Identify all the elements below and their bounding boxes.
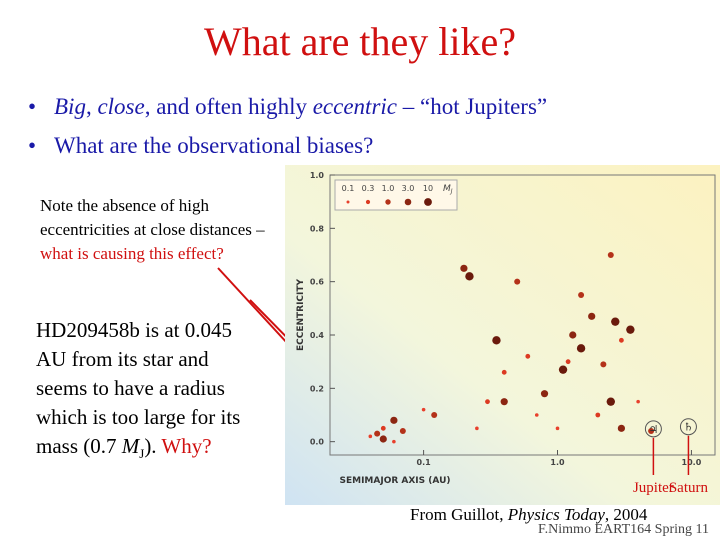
point bbox=[460, 264, 468, 272]
planet-symbol: ♃ bbox=[648, 423, 658, 436]
point bbox=[475, 426, 479, 431]
point bbox=[595, 412, 601, 418]
point bbox=[619, 337, 624, 343]
point bbox=[569, 331, 577, 339]
slide-title: What are they like? bbox=[203, 19, 517, 64]
legend-label: 3.0 bbox=[402, 184, 415, 193]
point bbox=[485, 399, 490, 405]
point bbox=[576, 344, 586, 353]
point bbox=[578, 292, 585, 298]
source: From Guillot, Physics Today, 2004 bbox=[410, 505, 647, 525]
legend-label: 10 bbox=[423, 184, 433, 193]
x-tick-label: 10.0 bbox=[682, 458, 702, 467]
x-tick-label: 0.1 bbox=[417, 458, 432, 467]
legend-marker bbox=[385, 199, 391, 205]
point bbox=[525, 353, 531, 359]
point bbox=[492, 336, 501, 345]
point bbox=[626, 325, 635, 334]
planet-circle bbox=[679, 418, 697, 436]
point bbox=[390, 416, 398, 424]
point bbox=[600, 361, 607, 368]
y-tick-label: 0.6 bbox=[310, 278, 325, 287]
bullet-dot: • bbox=[28, 133, 37, 158]
text: Big bbox=[54, 94, 86, 119]
x-tick-label: 1.0 bbox=[550, 458, 565, 467]
legend-label: 0.3 bbox=[362, 184, 375, 193]
text: , and often highly bbox=[144, 94, 313, 119]
point bbox=[606, 397, 615, 406]
text: , 2004 bbox=[604, 505, 648, 524]
y-axis-label: ECCENTRICITY bbox=[296, 278, 306, 351]
legend-box bbox=[334, 179, 458, 211]
point bbox=[558, 365, 568, 374]
bullet-dot: • bbox=[28, 94, 37, 119]
point bbox=[611, 317, 620, 326]
chart-background bbox=[285, 165, 720, 505]
point bbox=[607, 252, 614, 258]
legend-label: 0.1 bbox=[342, 184, 355, 193]
legend-marker bbox=[404, 198, 412, 206]
point bbox=[588, 312, 596, 320]
y-tick-label: 1.0 bbox=[310, 171, 325, 180]
legend-unit: MJ bbox=[443, 184, 453, 195]
plot-frame bbox=[329, 174, 716, 456]
planet-label: Jupiter bbox=[633, 480, 674, 496]
footer: F.Nimmo EART164 Spring 11 bbox=[538, 522, 709, 537]
point bbox=[421, 407, 426, 412]
point bbox=[636, 399, 640, 404]
planet-symbol: ♄ bbox=[683, 421, 693, 434]
chart: SEMIMAJOR AXIS (AU) ECCENTRICITY 0.0 0.2 0… bbox=[285, 165, 720, 505]
point bbox=[501, 369, 507, 375]
text: ). bbox=[144, 434, 157, 458]
point bbox=[465, 272, 474, 281]
point bbox=[555, 426, 560, 431]
point bbox=[392, 439, 396, 444]
text: From Guillot, bbox=[410, 505, 508, 524]
legend-marker bbox=[346, 200, 350, 204]
point bbox=[379, 435, 387, 443]
text: Why? bbox=[156, 434, 212, 458]
bullet: • Big, close, and often highly eccentric … bbox=[28, 94, 547, 120]
hd-note: HD209458b is at 0.045 AU from its star a… bbox=[36, 316, 246, 468]
text: Physics Today bbox=[507, 505, 605, 524]
legend-marker bbox=[365, 199, 371, 205]
point bbox=[534, 413, 539, 417]
y-tick-label: 0.2 bbox=[310, 384, 324, 393]
point bbox=[565, 359, 571, 365]
point bbox=[374, 430, 381, 437]
legend-unit-m: M bbox=[443, 184, 451, 194]
point bbox=[500, 398, 508, 406]
legend-marker bbox=[424, 198, 432, 206]
text: M bbox=[121, 434, 140, 458]
legend-unit-sub: J bbox=[450, 188, 453, 195]
text: What are the observational biases? bbox=[54, 133, 374, 158]
point bbox=[368, 434, 373, 439]
planet-label: Saturn bbox=[669, 480, 709, 496]
legend-label: 1.0 bbox=[382, 184, 395, 193]
text: J bbox=[139, 446, 145, 462]
point bbox=[380, 425, 386, 431]
bullet: • What are the observational biases? bbox=[28, 133, 373, 159]
point bbox=[540, 390, 549, 398]
point bbox=[399, 428, 406, 434]
y-tick-label: 0.4 bbox=[310, 331, 325, 340]
text: – “hot Jupiters” bbox=[397, 94, 548, 119]
text: what is causing this effect? bbox=[40, 244, 224, 263]
text: , bbox=[85, 94, 98, 119]
planet-circle bbox=[644, 420, 662, 438]
note: Note the absence of high eccentricities … bbox=[40, 194, 272, 266]
text: close bbox=[97, 94, 145, 119]
point bbox=[431, 412, 438, 418]
text: Note the absence of high eccentricities … bbox=[40, 196, 265, 239]
x-axis-label: SEMIMAJOR AXIS (AU) bbox=[339, 476, 450, 486]
y-tick-label: 0.8 bbox=[310, 224, 325, 233]
point bbox=[648, 428, 655, 434]
text: eccentric bbox=[312, 94, 397, 119]
y-tick-label: 0.0 bbox=[310, 438, 325, 447]
point bbox=[617, 424, 626, 432]
point bbox=[514, 278, 521, 285]
text: HD209458b is at 0.045 AU from its star a… bbox=[36, 318, 241, 458]
